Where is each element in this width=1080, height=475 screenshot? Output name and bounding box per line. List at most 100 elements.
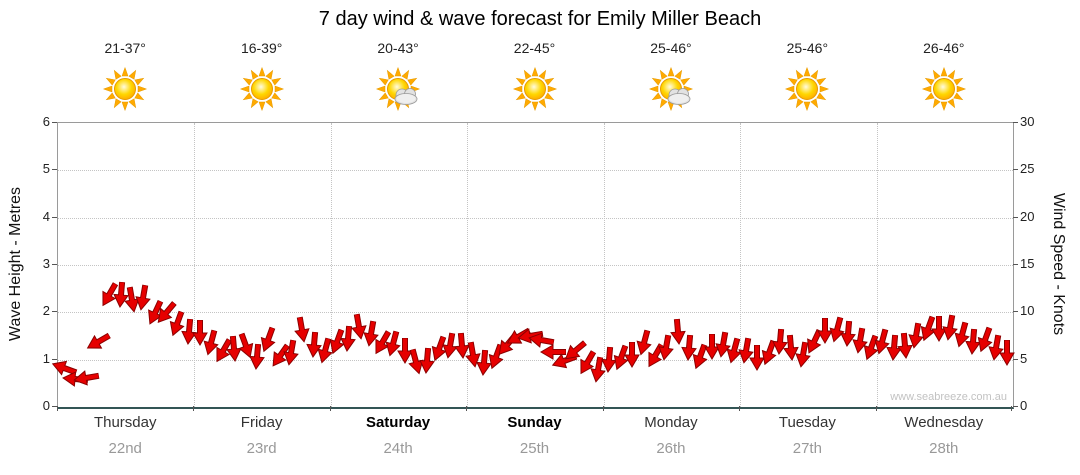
right-axis-tick-label: 0: [1020, 398, 1028, 413]
day-temp: 20-43°: [377, 40, 419, 56]
day-date-label: 23rd: [246, 440, 277, 457]
day-name-label: Sunday: [507, 414, 562, 431]
wind-arrow: [560, 336, 590, 365]
wind-arrow: [225, 335, 243, 363]
right-axis-tick: [1013, 406, 1018, 407]
left-axis-title: Wave Height - Metres: [7, 186, 24, 342]
wind-arrow: [339, 325, 357, 352]
left-axis-tick-label: 4: [42, 208, 50, 224]
wind-arrow: [896, 331, 914, 359]
wind-arrow: [266, 341, 294, 371]
right-axis-tick-label: 25: [1020, 161, 1035, 177]
wind-arrow: [964, 328, 982, 355]
day-temp: 25-46°: [786, 40, 829, 56]
x-axis-tick: [466, 406, 468, 411]
horizontal-gridline: [58, 265, 1013, 266]
day-temp: 22-45°: [513, 40, 556, 56]
wind-arrow: [152, 298, 181, 328]
wind-arrow: [349, 312, 369, 340]
sun-icon: [784, 66, 830, 112]
wind-arrow: [325, 327, 349, 357]
wind-arrow: [248, 343, 266, 370]
wind-arrow: [281, 339, 301, 367]
wind-arrow: [475, 349, 493, 377]
wind-arrow: [452, 331, 470, 359]
right-axis-tick-label: 30: [1020, 114, 1035, 129]
horizontal-gridline: [58, 312, 1013, 314]
wind-arrow: [885, 334, 903, 362]
wind-arrow: [973, 325, 997, 355]
wind-arrow: [234, 331, 258, 361]
left-axis-tick-label: 1: [42, 350, 50, 366]
sun-icon: [239, 66, 285, 112]
wind-arrow: [396, 337, 413, 364]
wind-arrow: [871, 327, 893, 356]
wind-arrow: [771, 327, 789, 355]
wind-arrow: [951, 320, 973, 349]
right-axis-tick-label: 5: [1020, 350, 1028, 366]
wind-arrow: [736, 337, 756, 365]
right-axis-tick: [1013, 169, 1018, 171]
x-axis-tick: [57, 406, 58, 411]
day-name-label: Tuesday: [778, 414, 836, 431]
wind-arrow: [180, 318, 198, 346]
wind-arrow: [859, 333, 883, 363]
day-name-label: Monday: [644, 414, 698, 431]
wind-arrow: [849, 326, 869, 355]
horizontal-gridline: [58, 217, 1013, 219]
x-axis-tick: [739, 406, 741, 411]
wind-arrow: [440, 332, 460, 360]
wind-arrow: [418, 347, 436, 374]
left-axis-tick-label: 0: [42, 398, 50, 413]
sun-cloud-icon: [375, 66, 421, 112]
wind-arrow: [688, 342, 712, 372]
wind-arrow: [369, 327, 396, 358]
right-axis-tick: [1013, 311, 1018, 313]
wind-arrow: [314, 337, 336, 366]
wind-arrow: [723, 337, 745, 366]
wind-arrow: [632, 329, 654, 358]
left-axis-tick-label: 2: [42, 303, 50, 319]
right-axis-tick: [1013, 122, 1018, 123]
wind-arrow: [782, 334, 800, 362]
wind-arrow: [931, 315, 947, 342]
right-axis-tick-label: 10: [1020, 303, 1035, 319]
wind-arrow: [801, 326, 826, 356]
wind-arrow: [122, 286, 142, 314]
left-axis-tick: [52, 406, 57, 407]
left-axis-tick: [52, 169, 57, 171]
day-name-label: Saturday: [365, 414, 431, 431]
wind-arrow: [200, 328, 222, 357]
day-date-label: 24th: [383, 440, 413, 457]
day-date-label: 26th: [656, 440, 686, 457]
wind-arrow: [165, 309, 189, 339]
right-axis-tick: [1013, 216, 1018, 218]
wind-arrow: [83, 329, 114, 356]
sun-icon: [102, 66, 148, 112]
x-axis-tick: [1011, 406, 1012, 411]
left-axis-tick: [52, 122, 57, 123]
right-axis-tick-label: 20: [1020, 208, 1035, 224]
wind-arrow: [826, 316, 848, 345]
wind-arrow: [516, 326, 544, 346]
day-date-label: 22nd: [108, 440, 142, 457]
left-axis-tick: [52, 264, 57, 265]
chart-title: 7 day wind & wave forecast for Emily Mil…: [318, 8, 762, 30]
day-temp: 26-46°: [923, 40, 965, 56]
wind-arrow: [539, 344, 566, 360]
wind-arrow: [111, 280, 129, 308]
wind-arrow: [49, 356, 79, 380]
right-axis-tick: [1013, 358, 1018, 360]
day-temp: 21-37°: [104, 40, 146, 56]
right-axis-title: Wind Speed - Knots: [1050, 192, 1067, 336]
wind-arrow: [656, 333, 676, 361]
wind-arrow: [680, 334, 698, 362]
wind-arrow: [484, 342, 508, 372]
right-axis-tick-label: 15: [1020, 256, 1035, 271]
sun-icon: [921, 66, 967, 112]
wind-arrow: [986, 334, 1006, 362]
day-name-label: Friday: [240, 414, 283, 431]
wind-arrow: [600, 346, 618, 374]
wind-arrow: [669, 318, 687, 345]
